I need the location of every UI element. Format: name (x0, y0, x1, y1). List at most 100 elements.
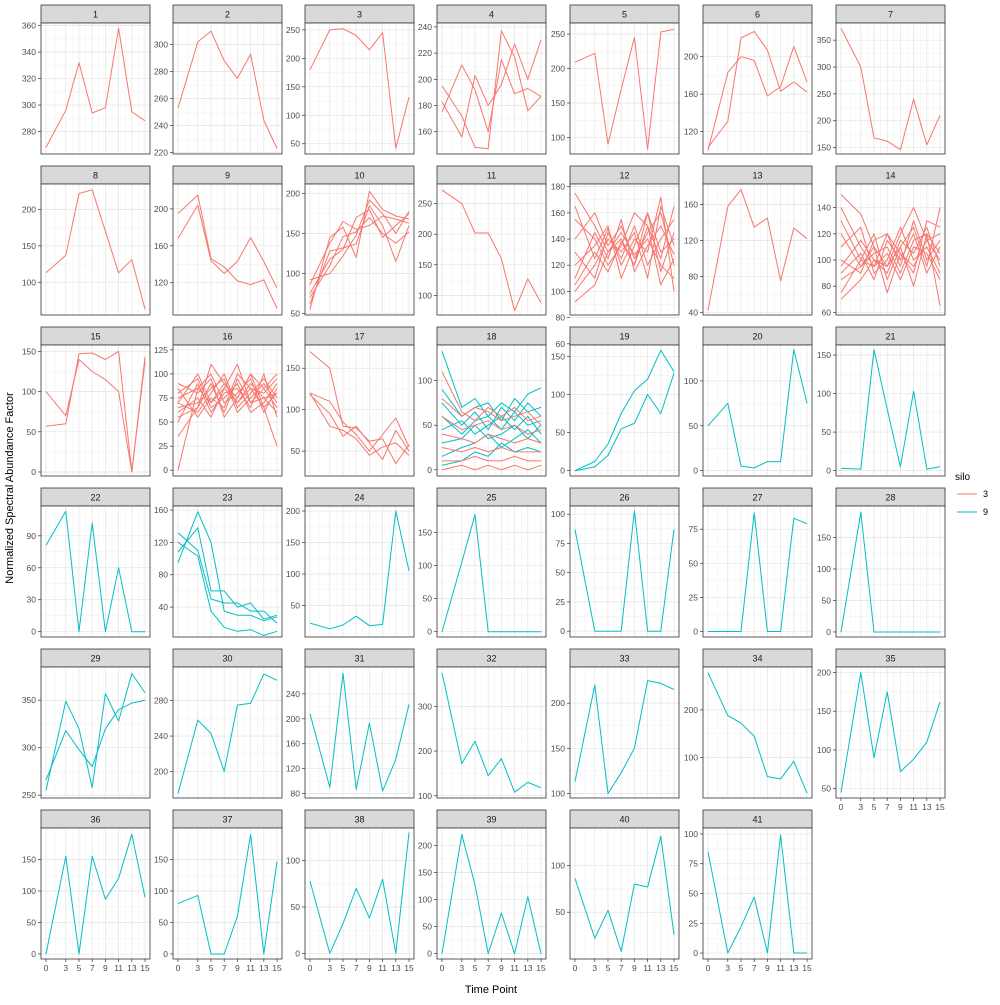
x-tick-label: 7 (90, 963, 95, 973)
x-tick-label: 0 (176, 963, 181, 973)
plot-background (836, 506, 945, 637)
y-tick-label: 50 (822, 595, 832, 605)
y-tick-label: 0 (31, 467, 36, 477)
y-tick-label: 80 (822, 281, 832, 291)
facet-panel-21: 21 0 50 100 150 (817, 326, 946, 477)
facet-panel-23: 23 40 80 120 160 (154, 487, 283, 638)
y-tick-label: 300 (418, 701, 432, 711)
y-tick-label: 150 (817, 350, 831, 360)
x-tick-label: 3 (592, 963, 597, 973)
y-tick-label: 220 (154, 148, 168, 158)
x-tick-label: 15 (272, 963, 282, 973)
x-tick-label: 7 (222, 963, 227, 973)
x-tick-label: 13 (523, 963, 533, 973)
series-line-silo-9 (441, 351, 542, 417)
x-tick-label: 0 (44, 963, 49, 973)
plot-background (570, 23, 679, 154)
legend-entry: 9 (957, 507, 988, 517)
facet-panel-28: 28 0 50 100 150 (817, 487, 946, 638)
y-tick-label: 100 (684, 376, 698, 386)
series-line-silo-3 (840, 28, 941, 151)
y-tick-label: 150 (817, 706, 831, 716)
x-tick-label: 3 (725, 963, 730, 973)
y-tick-label: 100 (286, 268, 300, 278)
y-tick-label: 200 (154, 204, 168, 214)
y-tick-label: 250 (22, 790, 36, 800)
series-line-silo-3 (574, 212, 675, 279)
y-tick-label: 160 (286, 739, 300, 749)
y-tick-label: 100 (286, 110, 300, 120)
series-line-silo-9 (177, 511, 278, 622)
x-tick-label: 0 (706, 963, 711, 973)
facet-panel-40: 40 50 100 0 3 5 7 9 11 13 15 (551, 809, 680, 973)
facet-panel-22: 22 0 30 60 90 (27, 487, 151, 638)
y-tick-label: 25 (159, 441, 169, 451)
series-line-silo-9 (177, 833, 278, 955)
y-tick-label: 50 (291, 902, 301, 912)
facet-panel-6: 6 120 160 200 (684, 4, 813, 155)
x-tick-label: 7 (619, 963, 624, 973)
y-tick-label: 150 (22, 854, 36, 864)
facet-strip-label: 29 (90, 654, 100, 664)
facet-strip-label: 27 (752, 493, 762, 503)
series-line-silo-9 (441, 672, 542, 793)
panel-border (40, 344, 151, 477)
panel-border (569, 827, 680, 960)
y-tick-label: 50 (822, 784, 832, 794)
x-tick-label: 13 (391, 963, 401, 973)
y-tick-label: 150 (418, 867, 432, 877)
panel-border (569, 183, 680, 316)
x-tick-label: 3 (459, 963, 464, 973)
plot-background (305, 23, 414, 154)
y-tick-label: 50 (27, 917, 37, 927)
panel-border (835, 22, 946, 155)
series-line-silo-9 (177, 532, 278, 624)
series-line-silo-9 (708, 512, 808, 632)
y-tick-label: 100 (817, 255, 831, 265)
facet-strip-label: 28 (885, 493, 895, 503)
facet-strip-label: 24 (354, 493, 364, 503)
y-tick-label: 150 (418, 260, 432, 270)
series-line-silo-9 (309, 510, 410, 630)
series-line-silo-3 (309, 217, 410, 298)
series-line-silo-9 (309, 672, 410, 792)
facet-strip-label: 11 (487, 171, 496, 181)
series-line-silo-9 (840, 349, 941, 470)
facet-strip-label: 17 (354, 332, 364, 342)
y-tick-label: 60 (556, 339, 566, 349)
panel-border (304, 666, 415, 799)
facet-strip-label: 6 (755, 10, 760, 20)
facet-strip-label: 5 (622, 10, 627, 20)
series-line-silo-9 (45, 673, 146, 791)
y-tick-label: 40 (159, 602, 169, 612)
x-tick-label: 11 (378, 963, 387, 973)
panel-border (436, 666, 547, 799)
plot-background (41, 667, 150, 798)
y-tick-label: 150 (22, 241, 36, 251)
facet-panel-17: 17 50 100 150 (286, 326, 415, 477)
y-tick-label: 50 (291, 446, 301, 456)
panel-border (835, 666, 946, 799)
y-tick-label: 100 (286, 405, 300, 415)
y-tick-label: 50 (689, 558, 699, 568)
plot-background (570, 667, 679, 798)
facet-panel-7: 7 150 200 250 300 350 (817, 4, 946, 155)
facet-strip-label: 32 (486, 654, 496, 664)
y-tick-label: 150 (22, 346, 36, 356)
y-tick-label: 250 (551, 29, 565, 39)
x-tick-label: 7 (885, 802, 890, 812)
panel-border (304, 22, 415, 155)
y-tick-label: 50 (556, 568, 566, 578)
panel-border (40, 22, 151, 155)
y-tick-label: 300 (817, 62, 831, 72)
y-tick-label: 280 (22, 127, 36, 137)
series-line-silo-3 (45, 27, 146, 148)
y-tick-label: 150 (817, 143, 831, 153)
y-tick-label: 100 (22, 277, 36, 287)
series-line-silo-3 (309, 392, 410, 456)
x-tick-label: 9 (103, 963, 108, 973)
y-tick-label: 0 (826, 466, 831, 476)
facet-strip-label: 26 (619, 493, 629, 503)
y-tick-label: 25 (689, 592, 699, 602)
series-line-silo-9 (441, 834, 542, 955)
